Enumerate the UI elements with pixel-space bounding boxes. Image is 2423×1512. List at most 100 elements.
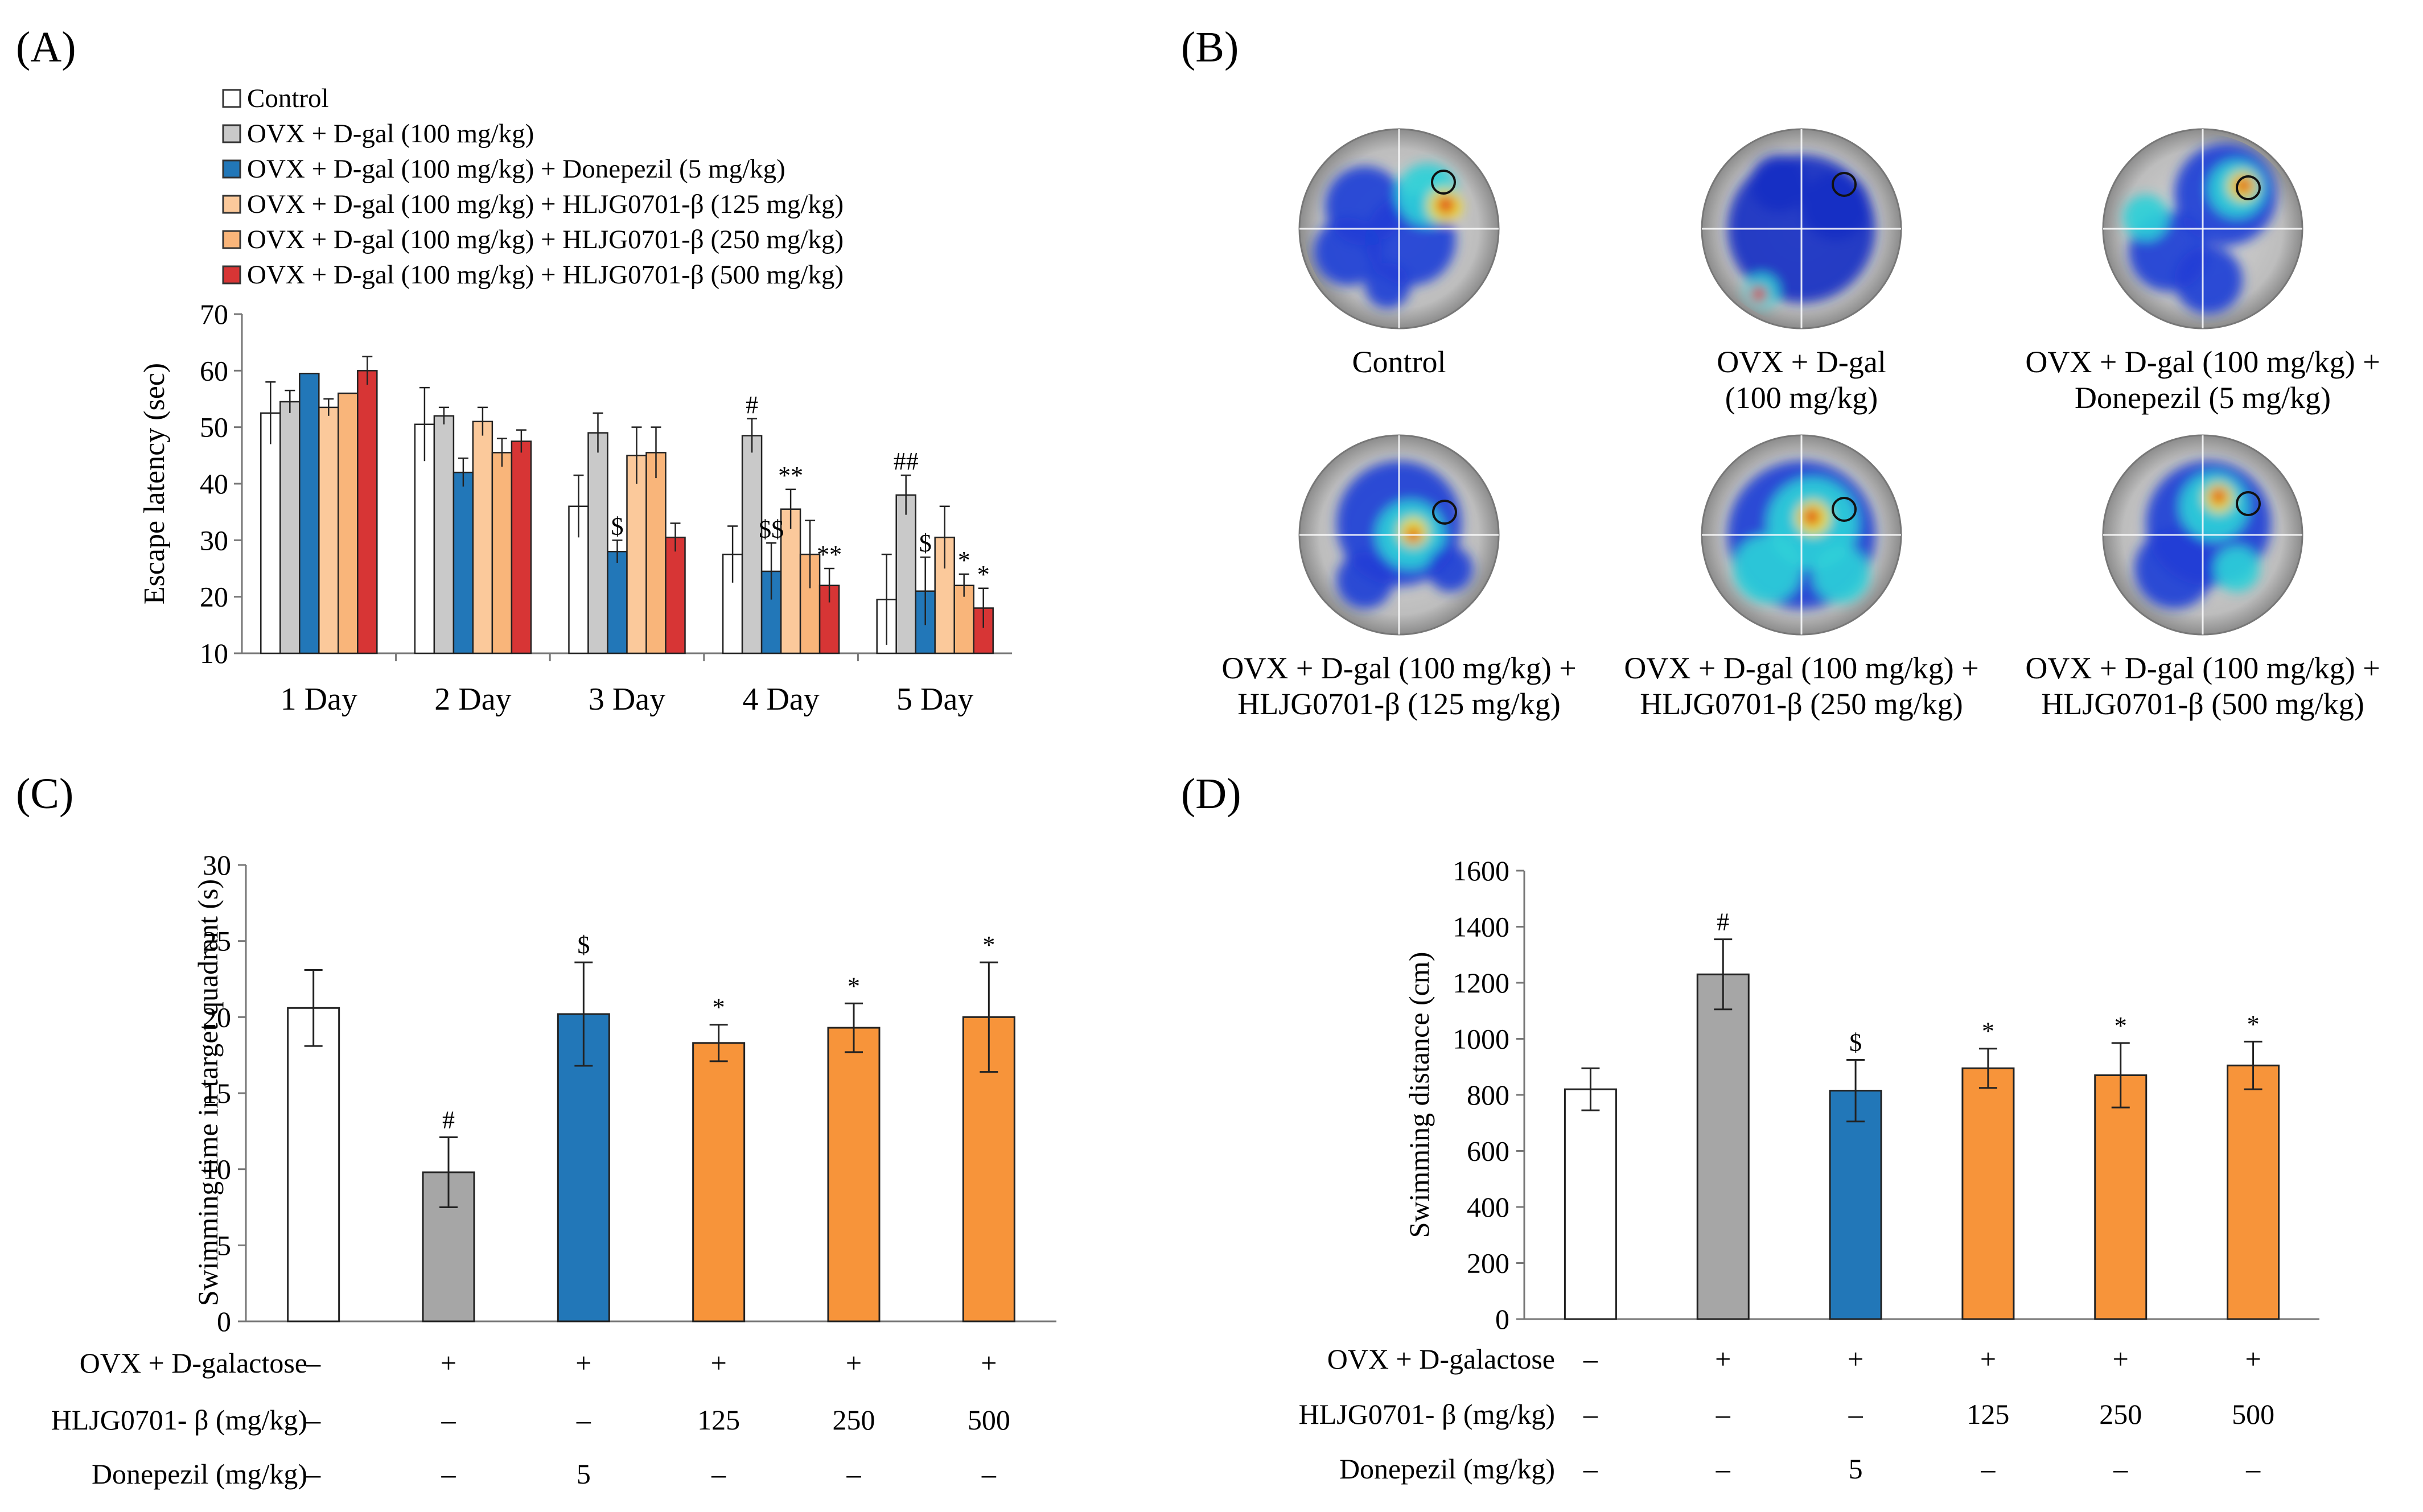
condition-cell: – (2245, 1453, 2261, 1485)
significance-mark: # (746, 391, 758, 419)
condition-cell: – (1716, 1398, 1731, 1430)
platform-circle (2236, 491, 2261, 516)
condition-cell: + (1980, 1343, 1996, 1375)
y-tick-label: 10 (203, 1153, 231, 1185)
legend-a: Control OVX + D-gal (100 mg/kg) OVX + D-ga… (222, 84, 844, 290)
y-tick-label: 1000 (1453, 1023, 1509, 1055)
condition-cell: 5 (577, 1458, 591, 1490)
condition-cell: 5 (1849, 1453, 1863, 1485)
heat-blob (2214, 546, 2260, 592)
condition-cell: 125 (697, 1404, 740, 1436)
legend-swatch (222, 230, 241, 249)
heat-blob (1365, 263, 1410, 308)
y-axis-title: Swimming distance (cm) (1403, 952, 1435, 1238)
bar (827, 1027, 881, 1323)
bar (433, 415, 455, 654)
heat-blob (2123, 195, 2169, 240)
y-tick-label: 10 (200, 637, 228, 669)
legend-swatch (222, 89, 241, 108)
condition-cell: – (1716, 1453, 1731, 1485)
heatmap-caption: OVX + D-gal (1717, 345, 1886, 379)
condition-cell: + (2113, 1343, 2129, 1375)
heatmap-caption: OVX + D-gal (100 mg/kg) + (1624, 651, 1978, 685)
platform-circle (1832, 172, 1857, 197)
bar (587, 432, 608, 654)
condition-cell: – (981, 1458, 997, 1490)
heatmap-caption: OVX + D-gal (100 mg/kg) + (1221, 651, 1576, 685)
y-tick-label: 30 (203, 849, 231, 881)
condition-row-label: HLJG0701- β (mg/kg) (51, 1404, 307, 1436)
bar (2227, 1064, 2280, 1320)
bar (799, 553, 821, 654)
heat-blob (1437, 196, 1455, 214)
significance-mark: * (848, 972, 860, 1000)
significance-mark: $ (611, 512, 624, 540)
heat-blob (1733, 535, 1801, 603)
x-category-label: 3 Day (589, 682, 665, 717)
y-axis-title: Escape latency (sec) (138, 363, 171, 604)
bar (357, 370, 378, 654)
condition-cell: + (711, 1347, 727, 1379)
y-axis-title: Swimming time in target quadrant (s) (192, 879, 224, 1306)
bar (692, 1042, 746, 1323)
bar (665, 537, 686, 654)
significance-mark: * (982, 931, 995, 959)
condition-cell: – (441, 1458, 456, 1490)
bar (1696, 973, 1750, 1320)
significance-mark: ** (778, 462, 803, 489)
y-tick-label: 400 (1467, 1191, 1509, 1223)
heatmap-6: OVX + D-gal (100 mg/kg) +HLJG0701-β (500… (2025, 434, 2380, 721)
legend-swatch (222, 159, 241, 179)
heatmap-caption: HLJG0701-β (125 mg/kg) (1237, 687, 1560, 721)
legend-entry: OVX + D-gal (100 mg/kg) + HLJG0701-β (12… (247, 189, 844, 219)
condition-cell: – (711, 1458, 726, 1490)
chart-a: 10 20 30 40 50 60 70 Escape latency (sec) 1 Day 2… (138, 298, 1012, 717)
heat-layer (2123, 143, 2277, 314)
significance-mark: $ (919, 529, 932, 557)
bar (953, 584, 974, 654)
panel-label-b: (B) (1181, 23, 1239, 71)
condition-row-label: Donepezil (mg/kg) (1339, 1453, 1555, 1485)
bar (780, 508, 801, 654)
condition-cell: – (1583, 1398, 1598, 1430)
y-tick-label: 15 (203, 1077, 231, 1109)
platform-circle (1832, 497, 1857, 522)
condition-cell: + (846, 1347, 862, 1379)
condition-cell: – (576, 1404, 591, 1436)
bar (318, 406, 339, 654)
condition-cell: – (2113, 1453, 2128, 1485)
heat-blob (1428, 546, 1473, 592)
condition-cell: 125 (1967, 1398, 2009, 1430)
y-tick-label: 800 (1467, 1079, 1509, 1111)
significance-mark: * (1982, 1017, 1994, 1045)
y-tick-label: 600 (1467, 1135, 1509, 1167)
significance-mark: * (958, 546, 970, 574)
x-category-label: 4 Day (742, 682, 819, 717)
legend-entry: OVX + D-gal (100 mg/kg) + HLJG0701-β (25… (247, 225, 844, 254)
bar (626, 455, 647, 654)
legend-entry: OVX + D-gal (100 mg/kg) + Donepezil (5 m… (247, 154, 785, 184)
heat-blob (1801, 172, 1870, 240)
heatmap-caption: OVX + D-gal (100 mg/kg) + (2025, 345, 2380, 379)
condition-cell: – (1583, 1453, 1598, 1485)
heat-blob (2134, 529, 2214, 609)
condition-cell: – (1848, 1398, 1863, 1430)
heatmap-4: OVX + D-gal (100 mg/kg) +HLJG0701-β (125… (1221, 434, 1577, 721)
significance-mark: # (442, 1106, 455, 1134)
condition-cell: 500 (968, 1404, 1010, 1436)
y-tick-label: 1600 (1453, 855, 1509, 887)
bar (1961, 1067, 2015, 1320)
heat-blob (1750, 155, 1807, 212)
heat-blob (1314, 217, 1382, 286)
y-tick-label: 20 (200, 581, 228, 613)
y-tick-label: 70 (200, 298, 228, 330)
significance-mark: # (1717, 908, 1729, 936)
heat-blob (1803, 508, 1820, 525)
significance-mark: $ (577, 931, 590, 959)
heatmap-caption: HLJG0701-β (500 mg/kg) (2041, 687, 2364, 721)
legend-entry: OVX + D-gal (100 mg/kg) + HLJG0701-β (50… (247, 260, 844, 290)
heatmap-caption: OVX + D-gal (100 mg/kg) + (2025, 651, 2380, 685)
bar (287, 1007, 340, 1323)
